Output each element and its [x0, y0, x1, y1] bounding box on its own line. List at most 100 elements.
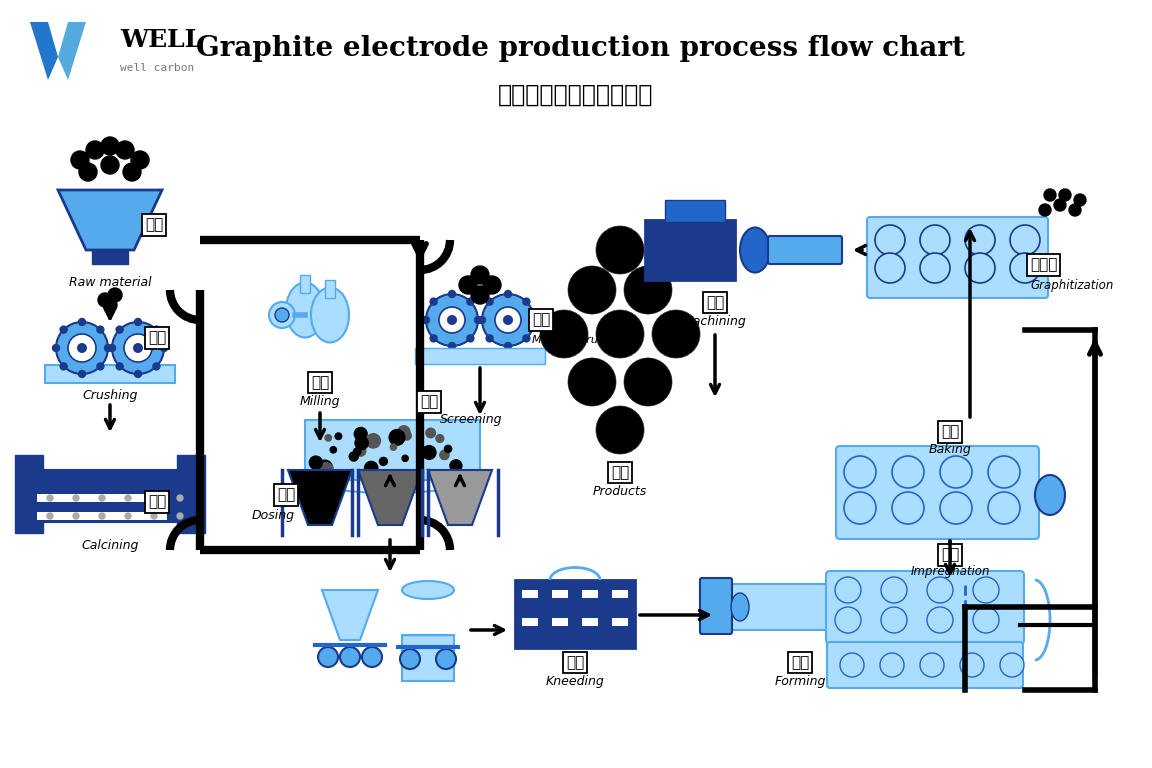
Circle shape — [153, 363, 160, 370]
Circle shape — [98, 293, 112, 307]
Circle shape — [430, 335, 437, 342]
FancyBboxPatch shape — [552, 590, 568, 598]
FancyBboxPatch shape — [325, 280, 335, 298]
Circle shape — [1074, 194, 1086, 206]
Circle shape — [920, 225, 950, 255]
Polygon shape — [288, 470, 353, 525]
FancyBboxPatch shape — [37, 512, 167, 520]
Circle shape — [478, 316, 485, 323]
FancyBboxPatch shape — [552, 618, 568, 626]
FancyBboxPatch shape — [45, 365, 175, 383]
Circle shape — [467, 335, 473, 342]
Circle shape — [505, 343, 511, 349]
Text: Forming: Forming — [774, 675, 826, 688]
Circle shape — [835, 607, 861, 633]
Circle shape — [568, 266, 616, 314]
Circle shape — [927, 607, 953, 633]
Text: WELL: WELL — [120, 28, 202, 52]
Circle shape — [835, 577, 861, 603]
Circle shape — [317, 460, 333, 476]
Circle shape — [400, 649, 420, 669]
Circle shape — [447, 315, 457, 325]
Circle shape — [99, 513, 105, 519]
Circle shape — [309, 456, 323, 469]
Circle shape — [151, 495, 157, 501]
Polygon shape — [58, 22, 86, 80]
Circle shape — [624, 358, 672, 406]
Circle shape — [624, 266, 672, 314]
Circle shape — [445, 445, 452, 452]
Text: Medium crushing: Medium crushing — [532, 335, 628, 345]
Circle shape — [840, 653, 864, 677]
Polygon shape — [58, 190, 162, 250]
Circle shape — [123, 163, 141, 181]
Circle shape — [435, 435, 444, 442]
Circle shape — [126, 513, 131, 519]
FancyBboxPatch shape — [700, 578, 732, 634]
Circle shape — [126, 495, 131, 501]
Circle shape — [160, 345, 167, 352]
FancyBboxPatch shape — [515, 580, 635, 648]
Circle shape — [331, 447, 336, 453]
Text: 石墨电极生产工艺流程图: 石墨电极生产工艺流程图 — [499, 83, 653, 107]
Circle shape — [1010, 225, 1040, 255]
Circle shape — [86, 141, 104, 159]
Circle shape — [116, 326, 123, 333]
Circle shape — [1039, 204, 1051, 216]
Circle shape — [965, 225, 995, 255]
Circle shape — [423, 445, 435, 459]
Circle shape — [881, 607, 907, 633]
FancyBboxPatch shape — [717, 584, 882, 630]
Circle shape — [335, 433, 342, 439]
FancyBboxPatch shape — [30, 470, 190, 522]
FancyBboxPatch shape — [612, 618, 628, 626]
Circle shape — [97, 326, 104, 333]
Circle shape — [471, 266, 488, 284]
FancyBboxPatch shape — [645, 220, 735, 280]
Circle shape — [523, 335, 530, 342]
Circle shape — [97, 363, 104, 370]
Circle shape — [531, 316, 538, 323]
Text: Kneeding: Kneeding — [546, 675, 605, 688]
FancyBboxPatch shape — [612, 590, 628, 598]
Circle shape — [135, 319, 142, 326]
Circle shape — [435, 649, 456, 669]
Circle shape — [880, 653, 904, 677]
Text: Screening: Screening — [440, 413, 502, 426]
Circle shape — [1044, 189, 1056, 201]
FancyBboxPatch shape — [912, 597, 962, 617]
Circle shape — [448, 290, 455, 297]
Circle shape — [892, 456, 924, 488]
Circle shape — [439, 307, 465, 333]
Ellipse shape — [732, 593, 749, 621]
Circle shape — [596, 310, 644, 358]
Text: Crushing: Crushing — [82, 389, 138, 402]
Circle shape — [47, 495, 53, 501]
Circle shape — [78, 370, 85, 378]
FancyBboxPatch shape — [827, 642, 1023, 688]
Circle shape — [1054, 199, 1066, 211]
Circle shape — [354, 448, 361, 455]
Text: 成品: 成品 — [611, 465, 629, 480]
Circle shape — [486, 298, 493, 305]
Circle shape — [366, 434, 380, 448]
Circle shape — [349, 452, 358, 461]
Circle shape — [105, 345, 112, 352]
Circle shape — [523, 298, 530, 305]
Circle shape — [47, 513, 53, 519]
Circle shape — [540, 310, 588, 358]
FancyBboxPatch shape — [402, 635, 454, 681]
Text: 筛分: 筛分 — [420, 395, 438, 409]
Circle shape — [132, 343, 143, 353]
Circle shape — [319, 462, 333, 476]
Circle shape — [876, 253, 905, 283]
Text: Products: Products — [593, 485, 647, 498]
Circle shape — [99, 495, 105, 501]
Circle shape — [116, 363, 123, 370]
Circle shape — [844, 456, 876, 488]
Circle shape — [275, 308, 289, 322]
Circle shape — [77, 343, 88, 353]
FancyBboxPatch shape — [37, 494, 167, 502]
FancyBboxPatch shape — [92, 250, 128, 264]
Circle shape — [103, 298, 118, 312]
